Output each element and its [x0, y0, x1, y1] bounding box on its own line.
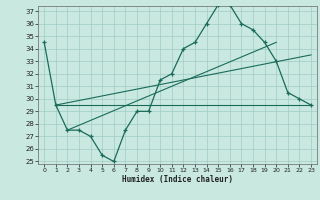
X-axis label: Humidex (Indice chaleur): Humidex (Indice chaleur)	[122, 175, 233, 184]
